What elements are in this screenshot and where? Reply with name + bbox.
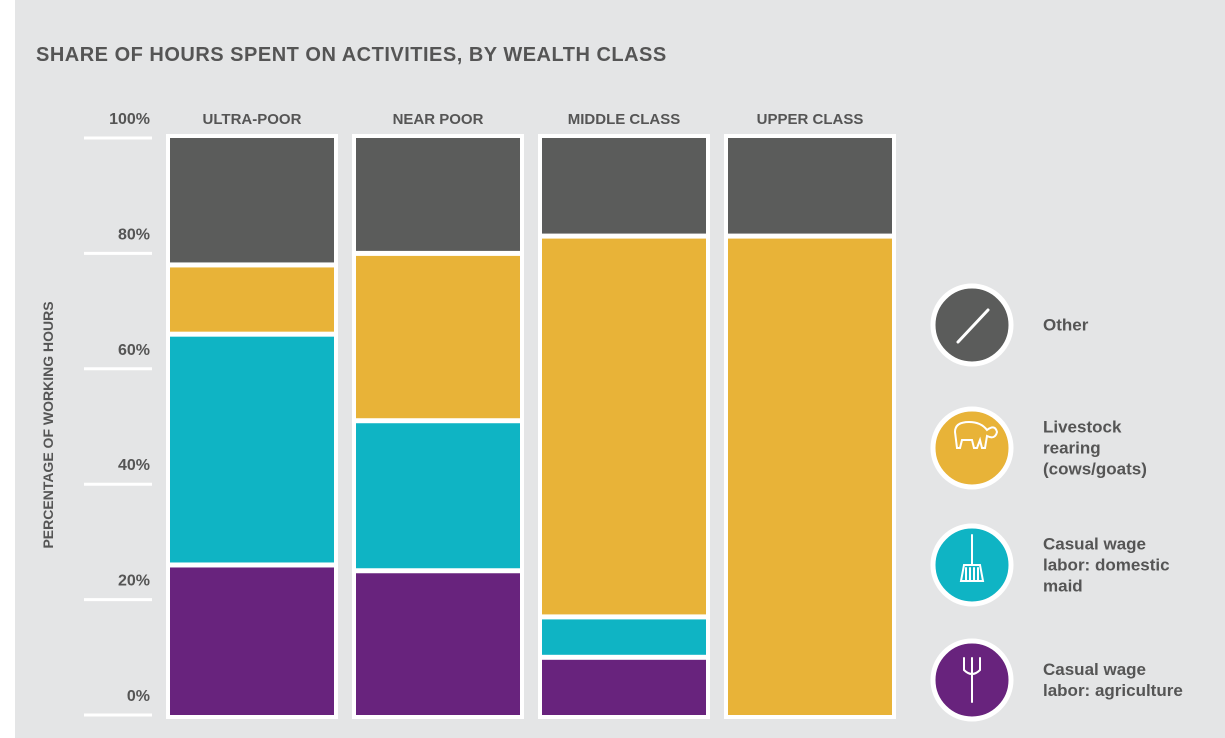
bar-segment: [542, 619, 706, 655]
y-tick-label: 40%: [118, 457, 150, 474]
bar-segment: [728, 238, 892, 715]
bar-segment: [356, 138, 520, 251]
plot: 0% 20% 40% 60% 80% 100% ULTRA-POOR NEAR POOR MID…: [84, 111, 1014, 722]
bar-segment: [356, 573, 520, 715]
bar-segment: [542, 138, 706, 234]
x-tick-label: UPPER CLASS: [757, 111, 864, 128]
y-tick-label: 0%: [127, 688, 150, 705]
bar-segment: [356, 255, 520, 419]
icon-livestock: [953, 420, 999, 449]
legend-icons: [953, 308, 999, 703]
legend-swatch: [930, 406, 1014, 490]
bar-segment: [170, 567, 334, 715]
y-axis-label: PERCENTAGE OF WORKING HOURS: [40, 301, 56, 548]
legend-label: Other: [1043, 315, 1089, 335]
icon-maid: [959, 534, 985, 582]
y-tick-label: 100%: [109, 111, 150, 128]
icon-agriculture: [963, 657, 981, 703]
bar-segment: [170, 138, 334, 263]
bar-segment: [356, 423, 520, 569]
y-tick-label: 80%: [118, 226, 150, 243]
x-tick-label: NEAR POOR: [393, 111, 484, 128]
x-tick-label: ULTRA-POOR: [203, 111, 302, 128]
y-tick-label: 20%: [118, 573, 150, 590]
legend-label: Livestock rearing (cows/goats): [1043, 417, 1147, 479]
bar-segment: [170, 336, 334, 563]
bar-segment: [542, 238, 706, 615]
bar-segment: [728, 138, 892, 234]
bar-segment: [170, 267, 334, 332]
legend-label: Casual wage labor: agriculture: [1043, 660, 1183, 700]
chart-title: SHARE OF HOURS SPENT ON ACTIVITIES, BY W…: [36, 44, 667, 66]
y-tick-label: 60%: [118, 342, 150, 359]
bar-segment: [542, 659, 706, 715]
legend-label: Casual wage labor: domestic maid: [1043, 534, 1170, 596]
icon-other: [956, 308, 990, 344]
x-tick-label: MIDDLE CLASS: [568, 111, 681, 128]
